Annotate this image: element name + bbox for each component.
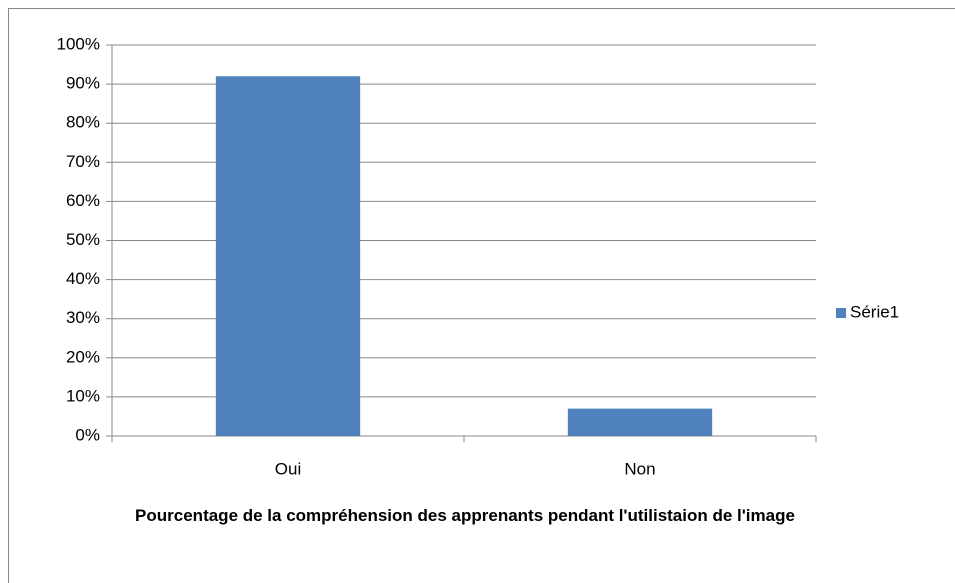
- y-tick-label: 50%: [66, 230, 100, 249]
- x-tick-label: Oui: [275, 459, 301, 478]
- y-tick-label: 70%: [66, 152, 100, 171]
- chart-border: [8, 8, 955, 583]
- y-tick-label: 100%: [57, 34, 100, 53]
- legend-swatch: [836, 308, 846, 318]
- legend-label: Série1: [850, 302, 899, 321]
- bar: [215, 76, 361, 436]
- y-tick-label: 20%: [66, 347, 100, 366]
- y-tick-label: 0%: [75, 425, 100, 444]
- x-axis-title: Pourcentage de la compréhension des appr…: [135, 506, 795, 525]
- y-tick-label: 60%: [66, 191, 100, 210]
- y-tick-label: 10%: [66, 386, 100, 405]
- bar: [567, 408, 713, 436]
- y-tick-label: 40%: [66, 269, 100, 288]
- x-tick-label: Non: [624, 459, 655, 478]
- y-tick-label: 30%: [66, 308, 100, 327]
- y-tick-label: 80%: [66, 113, 100, 132]
- y-tick-label: 90%: [66, 74, 100, 93]
